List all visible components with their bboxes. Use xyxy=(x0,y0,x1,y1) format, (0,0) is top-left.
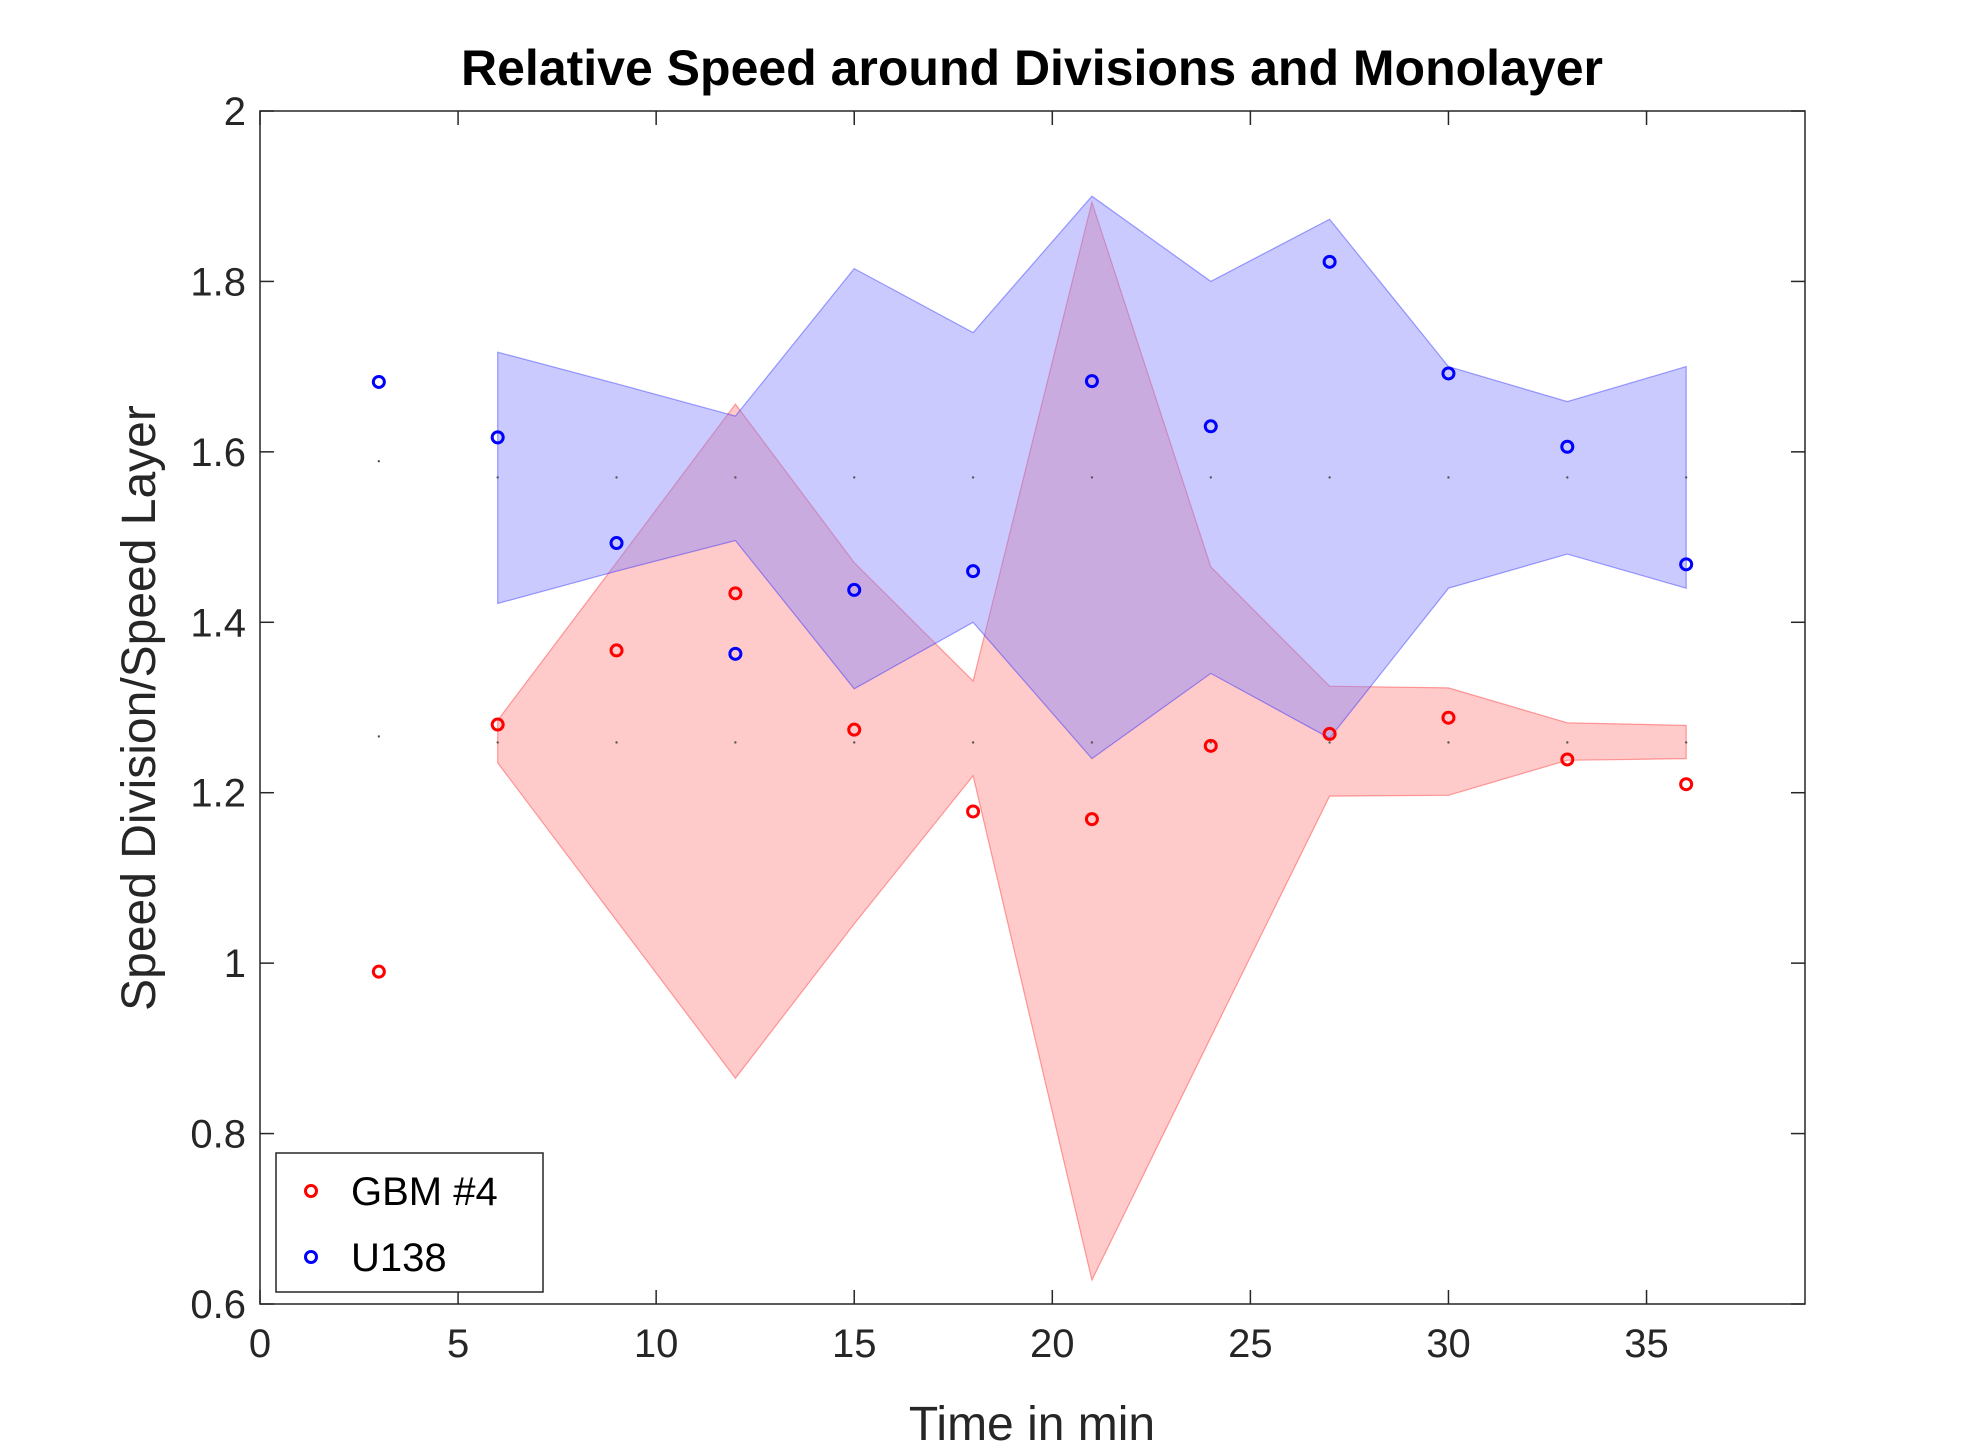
legend-marker-u138 xyxy=(304,1250,318,1264)
chart-title: Relative Speed around Divisions and Mono… xyxy=(461,40,1603,96)
point-gbm4 xyxy=(1560,752,1575,767)
center-dot-gbm4 xyxy=(734,741,737,744)
point-u138 xyxy=(609,536,624,551)
x-tick-label: 25 xyxy=(1228,1322,1273,1366)
y-tick-label: 1.6 xyxy=(190,431,246,475)
center-dot-gbm4 xyxy=(1684,741,1688,744)
legend: GBM #4 U138 xyxy=(275,1152,544,1293)
y-tick-label: 1.8 xyxy=(190,260,246,304)
center-dot-gbm4 xyxy=(853,741,856,744)
point-gbm4 xyxy=(1679,777,1694,792)
data-points xyxy=(371,254,1694,979)
point-gbm4 xyxy=(847,722,862,737)
center-dot-u138 xyxy=(615,476,618,479)
point-u138 xyxy=(371,374,386,389)
center-dot-u138 xyxy=(377,460,381,463)
point-u138 xyxy=(1441,366,1456,381)
legend-label-gbm4: GBM #4 xyxy=(351,1170,498,1214)
center-dot-gbm4 xyxy=(615,741,618,744)
point-gbm4 xyxy=(1441,710,1456,725)
y-tick-label: 2 xyxy=(224,90,246,134)
point-u138 xyxy=(1560,439,1575,454)
center-dot-u138 xyxy=(1209,476,1212,479)
point-gbm4 xyxy=(728,586,743,601)
center-dot-u138 xyxy=(1684,476,1688,479)
point-u138 xyxy=(1203,419,1218,434)
center-dot-gbm4 xyxy=(1447,741,1450,744)
point-gbm4 xyxy=(1084,812,1099,827)
point-u138 xyxy=(728,646,743,661)
legend-box xyxy=(275,1152,544,1293)
y-tick-label: 1.4 xyxy=(190,601,246,645)
y-tick-label: 1.2 xyxy=(190,772,246,816)
center-dots xyxy=(377,460,1688,744)
x-tick-label: 35 xyxy=(1624,1322,1669,1366)
x-tick-label: 0 xyxy=(249,1322,271,1366)
center-dot-u138 xyxy=(971,476,975,479)
center-dot-u138 xyxy=(734,476,737,479)
y-tick-labels: 0.6 0.8 1 1.2 1.4 1.6 1.8 2 xyxy=(190,90,246,1327)
y-axis-label: Speed Division/Speed Layer xyxy=(113,405,166,1011)
center-dot-u138 xyxy=(1090,476,1094,479)
axes-box xyxy=(259,110,1806,1305)
legend-label-u138: U138 xyxy=(351,1236,447,1280)
legend-marker-gbm4 xyxy=(304,1184,318,1198)
point-u138 xyxy=(847,582,862,597)
y-tick-label: 0.6 xyxy=(190,1283,246,1327)
band-gbm4 xyxy=(497,200,1687,1282)
point-u138 xyxy=(490,430,505,445)
center-dot-gbm4 xyxy=(496,741,499,744)
center-dot-gbm4 xyxy=(971,741,975,744)
center-dot-gbm4 xyxy=(1566,741,1569,744)
point-gbm4 xyxy=(371,964,386,979)
y-tick-label: 1 xyxy=(224,942,246,986)
center-dot-u138 xyxy=(1566,476,1569,479)
center-dot-u138 xyxy=(1328,476,1331,479)
center-dot-u138 xyxy=(496,476,499,479)
point-u138 xyxy=(966,564,981,579)
x-tick-label: 15 xyxy=(832,1322,877,1366)
point-u138 xyxy=(1322,254,1337,269)
x-tick-labels: 0 5 10 15 20 25 30 35 xyxy=(249,1322,1669,1366)
center-dot-gbm4 xyxy=(377,735,381,738)
plot-area-background xyxy=(260,111,1805,1304)
x-tick-label: 30 xyxy=(1426,1322,1471,1366)
axis-ticks xyxy=(259,110,1805,1305)
center-dot-u138 xyxy=(1447,476,1450,479)
x-tick-label: 5 xyxy=(447,1322,469,1366)
x-tick-label: 10 xyxy=(634,1322,679,1366)
point-gbm4 xyxy=(609,643,624,658)
x-tick-label: 20 xyxy=(1030,1322,1075,1366)
x-axis-label: Time in min xyxy=(909,1398,1155,1451)
center-dot-gbm4 xyxy=(1090,741,1094,744)
point-gbm4 xyxy=(966,804,981,819)
point-gbm4 xyxy=(1322,726,1337,741)
center-dot-u138 xyxy=(853,476,856,479)
y-tick-label: 0.8 xyxy=(190,1113,246,1157)
point-gbm4 xyxy=(490,717,505,732)
point-u138 xyxy=(1084,374,1099,389)
point-gbm4 xyxy=(1203,738,1218,753)
point-u138 xyxy=(1679,557,1694,572)
center-dot-gbm4 xyxy=(1328,741,1331,744)
